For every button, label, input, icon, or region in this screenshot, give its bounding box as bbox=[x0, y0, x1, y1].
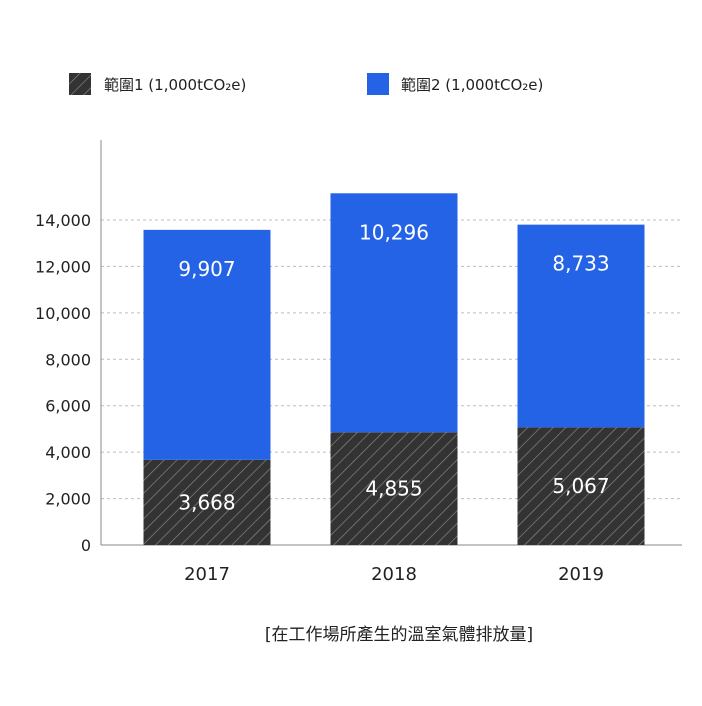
bar-value-label: 10,296 bbox=[359, 220, 429, 244]
bar-value-label: 9,907 bbox=[178, 257, 235, 281]
bar-scope1 bbox=[330, 432, 458, 545]
axes: 0 2,000 4,000 6,000 8,000 10,000 12,000 14,000 2… bbox=[35, 140, 682, 585]
bar-value-label: 5,067 bbox=[552, 474, 609, 498]
bar-scope2 bbox=[330, 193, 458, 433]
y-tick-label: 8,000 bbox=[45, 350, 91, 369]
legend-swatch-scope2 bbox=[367, 73, 389, 95]
y-tick-label: 6,000 bbox=[45, 397, 91, 416]
y-tick-label: 2,000 bbox=[45, 490, 91, 509]
y-tick-label: 14,000 bbox=[35, 211, 91, 230]
x-tick-label: 2019 bbox=[558, 564, 604, 585]
bars bbox=[143, 193, 645, 545]
chart-caption: [在工作場所產生的溫室氣體排放量] bbox=[265, 625, 533, 645]
y-tick-label: 4,000 bbox=[45, 443, 91, 462]
bar-scope2 bbox=[143, 229, 271, 460]
bar-value-label: 4,855 bbox=[365, 477, 422, 501]
x-tick-label: 2017 bbox=[184, 564, 230, 585]
bar-scope2 bbox=[517, 224, 645, 428]
y-tick-label: 0 bbox=[81, 536, 91, 555]
legend: 範圍1 (1,000tCO₂e) 範圍2 (1,000tCO₂e) bbox=[69, 73, 543, 95]
bar-value-label: 8,733 bbox=[552, 252, 609, 276]
bar-value-label: 3,668 bbox=[178, 490, 235, 514]
y-tick-label: 12,000 bbox=[35, 257, 91, 276]
legend-label-scope1: 範圍1 (1,000tCO₂e) bbox=[104, 76, 246, 94]
y-tick-label: 10,000 bbox=[35, 304, 91, 323]
legend-swatch-scope1 bbox=[69, 73, 91, 95]
bar-scope1 bbox=[143, 459, 271, 545]
bar-scope1 bbox=[517, 427, 645, 545]
x-tick-label: 2018 bbox=[371, 564, 417, 585]
legend-label-scope2: 範圍2 (1,000tCO₂e) bbox=[401, 76, 543, 94]
labels: 3,668 9,907 4,855 10,296 5,067 8,733 bbox=[178, 220, 609, 514]
